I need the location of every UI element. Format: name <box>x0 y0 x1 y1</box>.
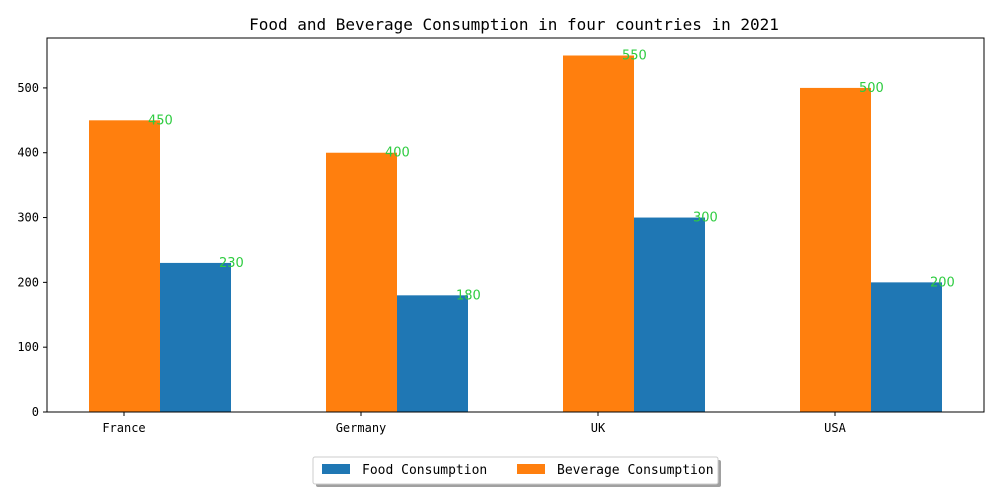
data-label: 230 <box>219 256 244 271</box>
bar-beverage-consumption-france <box>89 120 160 412</box>
data-label: 400 <box>385 146 410 161</box>
y-axis: 0 100 200 300 400 500 <box>17 81 47 419</box>
y-tick-label: 500 <box>17 81 39 95</box>
y-tick-label: 200 <box>17 275 39 289</box>
legend: Food Consumption Beverage Consumption <box>312 456 721 487</box>
legend-swatch <box>517 464 545 474</box>
data-label: 500 <box>859 81 884 96</box>
data-label: 450 <box>148 113 173 128</box>
legend-swatch <box>322 464 350 474</box>
x-tick-label: Germany <box>336 421 387 435</box>
bars-layer <box>89 55 942 413</box>
chart-title: Food and Beverage Consumption in four co… <box>249 15 779 34</box>
bar-food-consumption-usa <box>871 282 942 412</box>
data-label: 200 <box>930 275 955 290</box>
y-tick-label: 300 <box>17 211 39 225</box>
y-tick-label: 400 <box>17 146 39 160</box>
bar-beverage-consumption-uk <box>563 55 634 413</box>
bar-beverage-consumption-germany <box>326 152 397 412</box>
bar-food-consumption-france <box>160 262 231 412</box>
data-label: 550 <box>622 49 647 64</box>
data-labels-layer: 450 230 400 180 550 300 500 200 <box>148 49 955 304</box>
bar-beverage-consumption-usa <box>800 87 871 412</box>
y-tick-label: 100 <box>17 340 39 354</box>
x-tick-label: UK <box>591 421 606 435</box>
bar-food-consumption-germany <box>397 295 468 412</box>
x-axis: France Germany UK USA <box>102 412 847 435</box>
plot-frame <box>46 37 985 413</box>
data-label: 180 <box>456 288 481 303</box>
legend-label: Food Consumption <box>362 463 487 478</box>
data-label: 300 <box>693 211 718 226</box>
y-tick-label: 0 <box>32 405 39 419</box>
x-tick-label: France <box>102 421 145 435</box>
legend-box <box>312 456 719 485</box>
legend-label: Beverage Consumption <box>557 463 714 478</box>
bar-food-consumption-uk <box>634 217 705 412</box>
x-tick-label: USA <box>824 421 846 435</box>
